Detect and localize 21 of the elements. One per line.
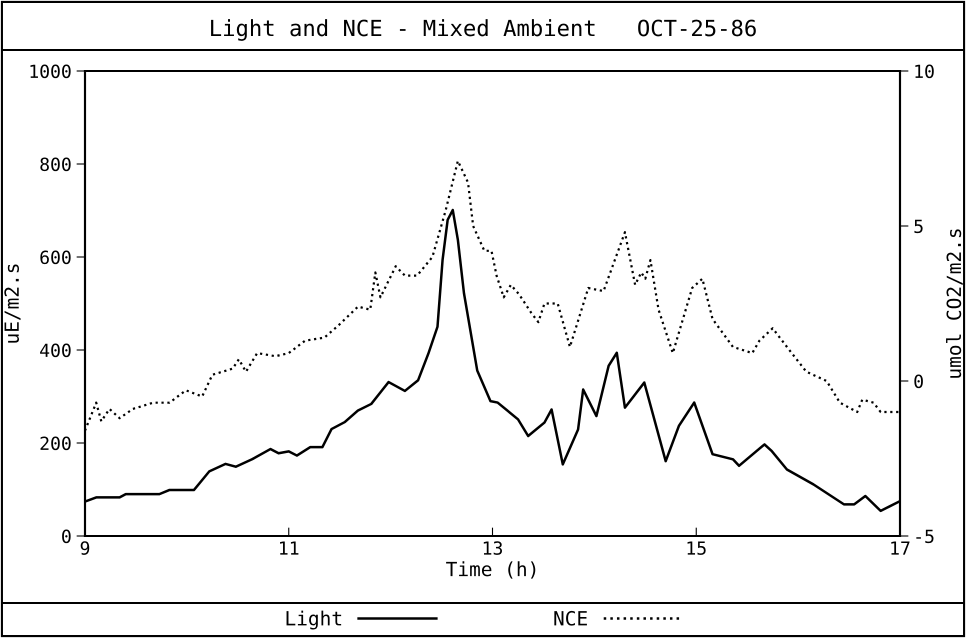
x-tick-label: 11 (280, 542, 298, 555)
x-tick-label: 15 (688, 542, 706, 555)
y-tick-label: 400 (40, 344, 71, 358)
y-axis-title: uE/m2.s (4, 264, 21, 343)
y2-tick-label: 0 (914, 374, 923, 388)
y2-tick-label: 5 (914, 220, 923, 234)
y2-tick-label: -5 (916, 530, 934, 544)
x-tick-label: 17 (891, 542, 910, 555)
y2-axis-title: umol CO2/m2.s (946, 229, 963, 378)
y-tick-label: 800 (40, 158, 71, 172)
y-tick-label: 0 (62, 530, 71, 544)
legend-label: NCE (554, 610, 587, 626)
x-tick-label: 13 (484, 541, 502, 555)
legend-label: Light (286, 610, 342, 630)
y-tick-label: 1000 (30, 64, 71, 78)
chart-title: Light and NCE - Mixed Ambient OCT-25-86 (211, 19, 756, 41)
x-tick-label: 9 (80, 541, 90, 555)
y-tick-label: 200 (40, 436, 71, 450)
x-axis-title: Time (h) (446, 561, 536, 579)
y2-tick-label: 10 (915, 64, 934, 78)
y-tick-label: 600 (40, 250, 71, 264)
